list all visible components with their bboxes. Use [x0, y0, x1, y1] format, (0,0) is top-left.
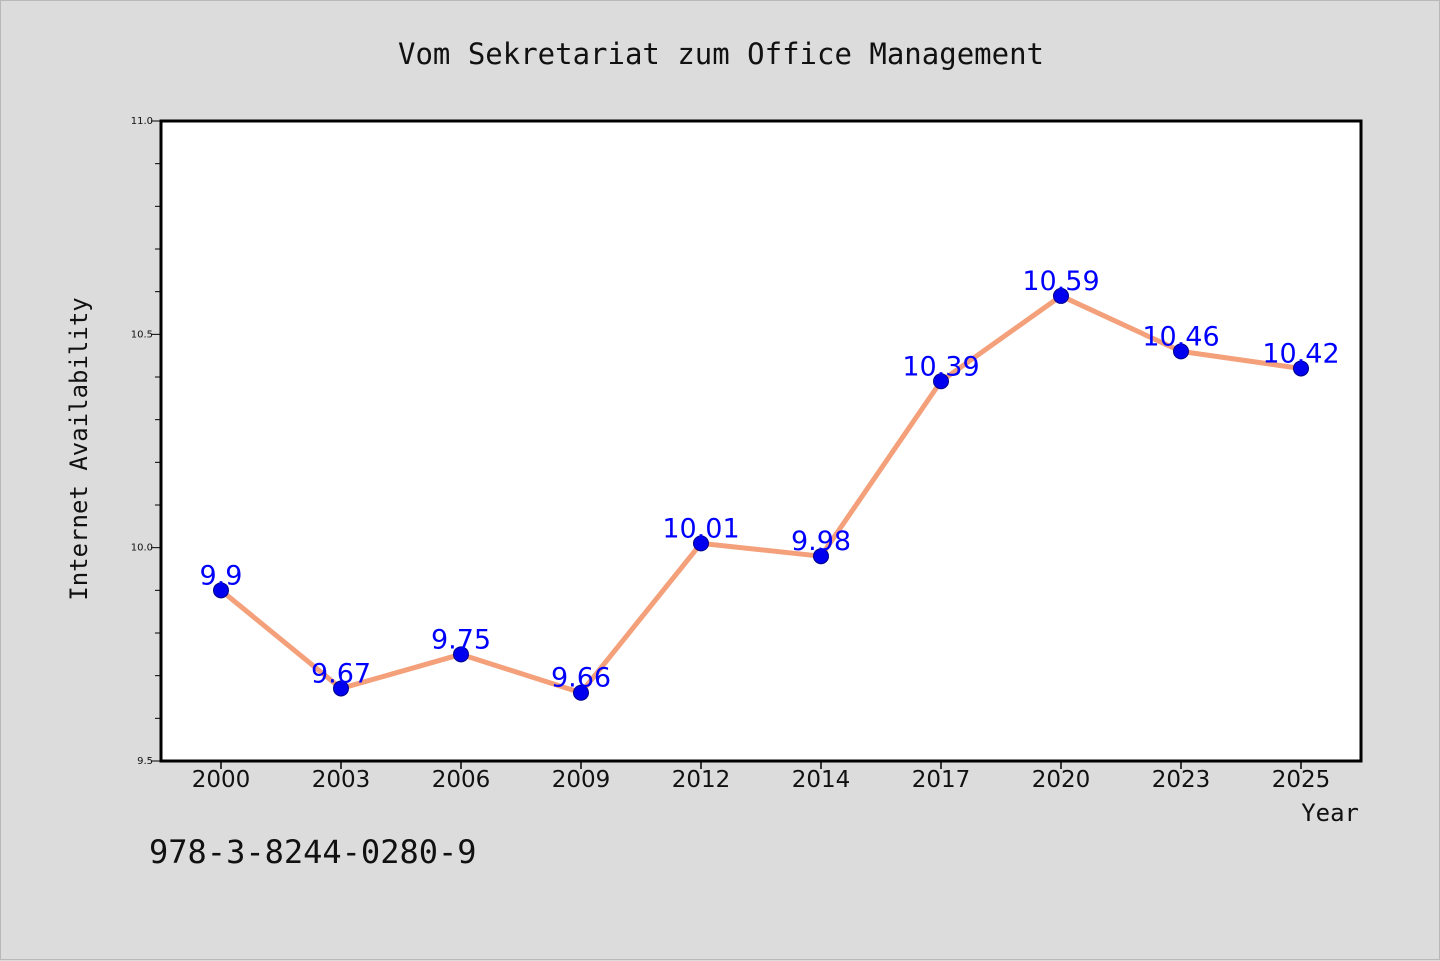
x-tick-label: 2000: [192, 767, 251, 793]
data-point: [573, 684, 589, 701]
data-point: [453, 646, 469, 663]
data-point: [1293, 360, 1309, 377]
data-point: [813, 548, 829, 565]
x-tick-label: 2003: [312, 767, 371, 793]
x-tick-label: 2012: [672, 767, 731, 793]
plot-frame: [159, 119, 1363, 763]
chart-title: Vom Sekretariat zum Office Management: [398, 37, 1044, 71]
y-tick-label: 10.0: [131, 543, 153, 554]
data-label: 9.98: [791, 526, 851, 557]
x-tick-label: 2025: [1272, 767, 1331, 793]
data-point: [933, 373, 949, 390]
data-label: 9.67: [311, 658, 371, 689]
y-tick-label: 11.0: [131, 116, 153, 127]
data-point: [1053, 287, 1069, 304]
data-label: 10.42: [1262, 338, 1339, 369]
data-label: 10.46: [1142, 321, 1219, 352]
data-point: [333, 680, 349, 697]
data-label: 9.66: [551, 663, 611, 694]
data-point: [213, 582, 229, 599]
series-line: [218, 293, 1304, 696]
plot-area: [161, 121, 1361, 761]
x-tick-label: 2006: [432, 767, 491, 793]
y-tick-label: 9.5: [137, 756, 153, 767]
x-tick-label: 2020: [1032, 767, 1091, 793]
y-axis-label: Internet Availability: [65, 297, 93, 600]
data-label: 9.75: [431, 624, 491, 655]
data-point: [1173, 343, 1189, 360]
x-axis-label: Year: [1301, 799, 1359, 827]
data-label: 10.01: [662, 513, 739, 544]
x-tick-label: 2017: [912, 767, 971, 793]
x-tick-label: 2023: [1152, 767, 1211, 793]
data-label: 9.9: [200, 560, 243, 591]
isbn-text: 978-3-8244-0280-9: [149, 833, 477, 871]
data-label: 10.39: [902, 351, 979, 382]
x-tick-label: 2009: [552, 767, 611, 793]
y-tick-label: 10.5: [131, 329, 153, 340]
x-tick-label: 2014: [792, 767, 851, 793]
data-point: [693, 535, 709, 552]
data-label: 10.59: [1022, 266, 1099, 297]
